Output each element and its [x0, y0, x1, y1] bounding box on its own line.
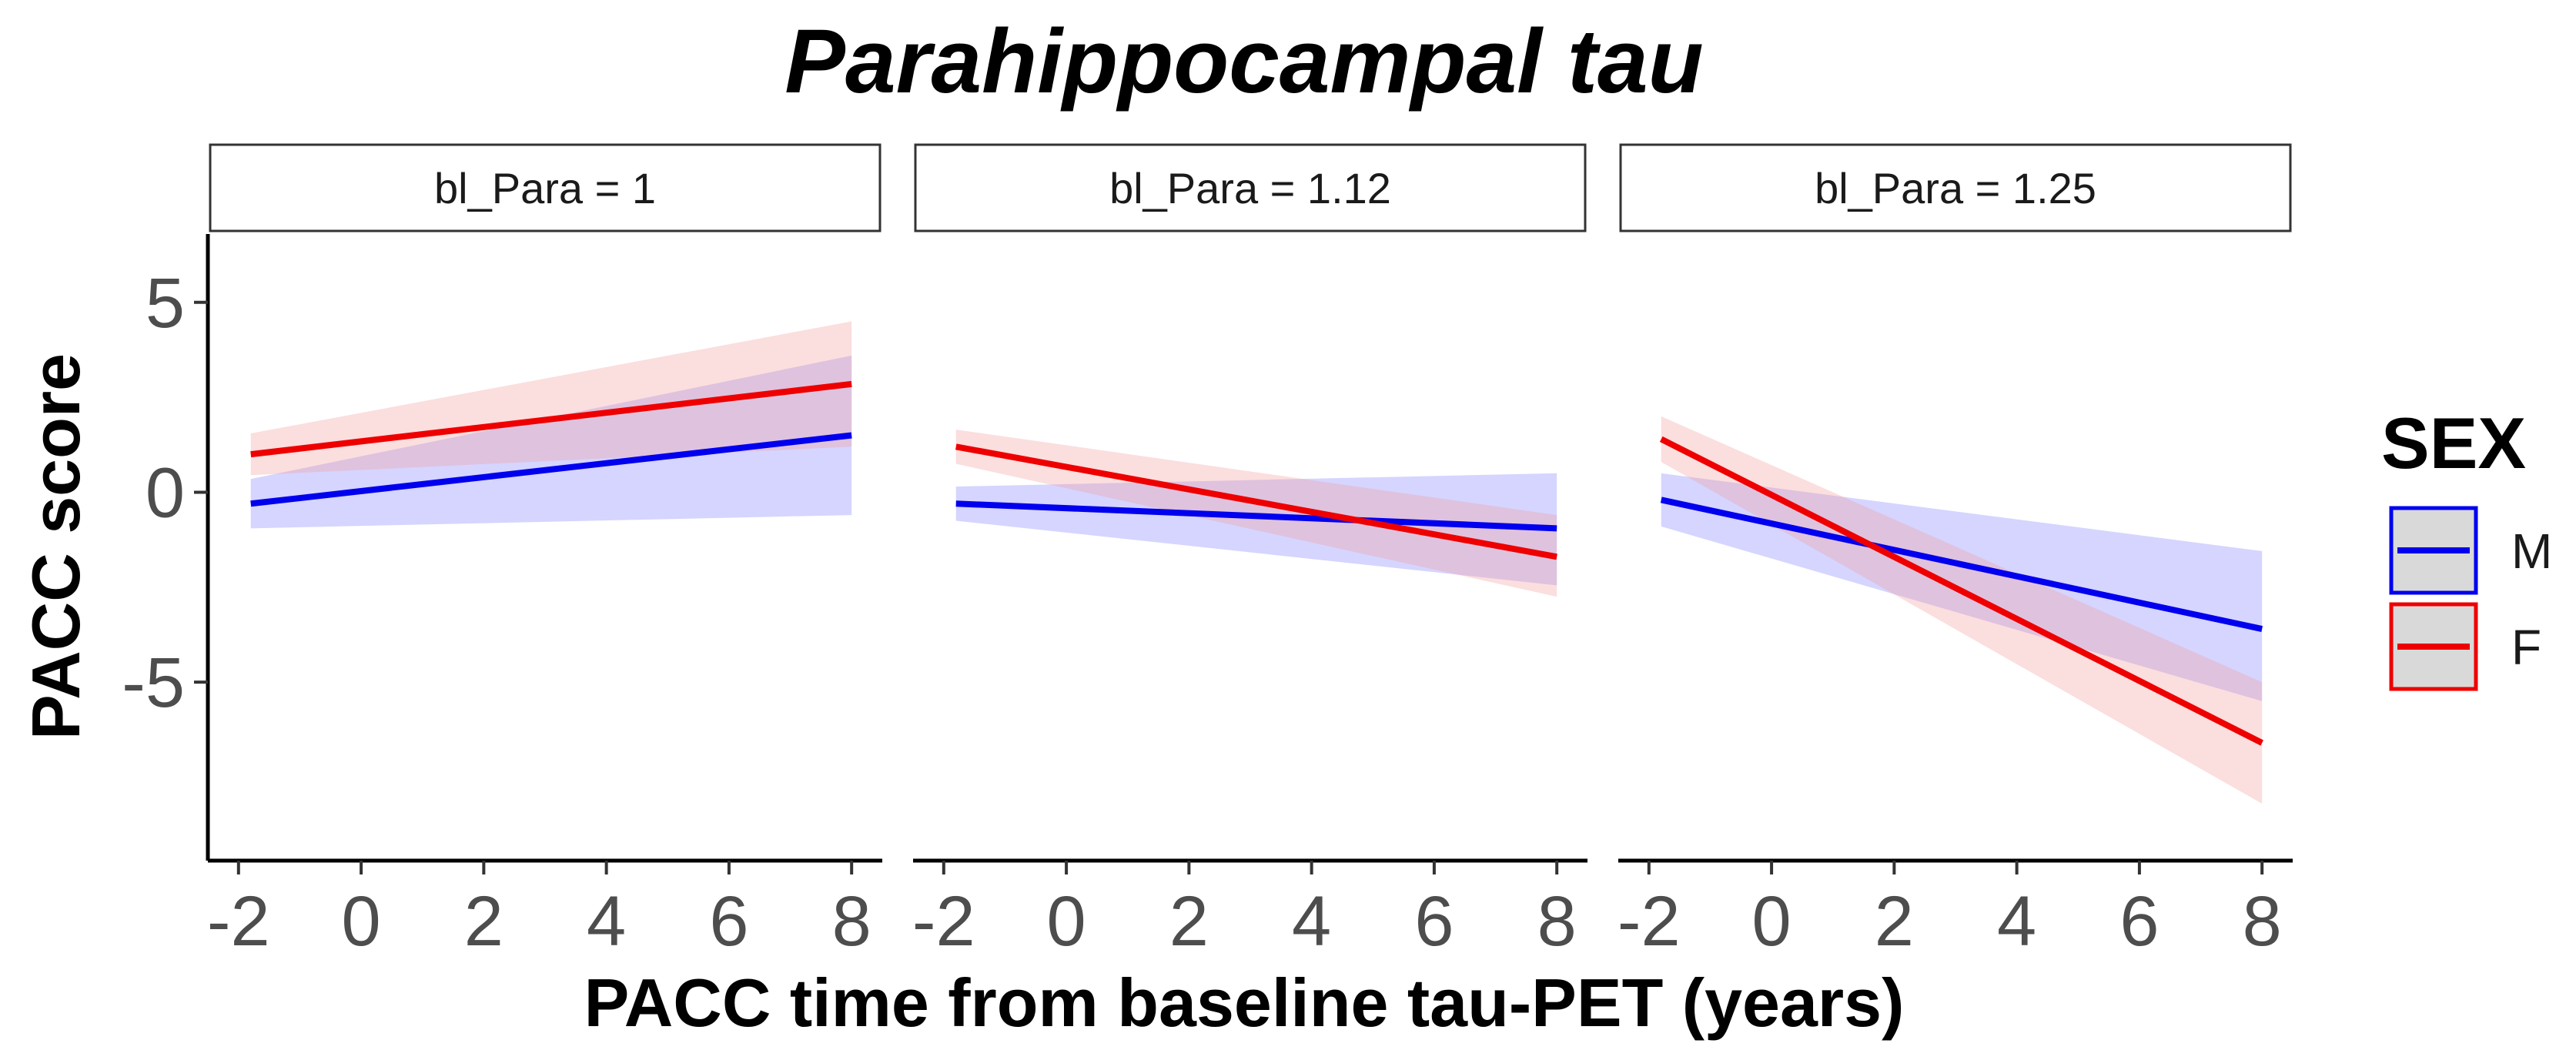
- x-tick-label: 2: [1169, 882, 1209, 961]
- y-tick-label: 0: [146, 453, 185, 532]
- x-tick-label: 8: [832, 882, 871, 961]
- panels: bl_Para = 1 bl_Para = 1.12 bl_Para = 1.25: [209, 143, 2292, 804]
- x-tick-label: 6: [709, 882, 748, 961]
- legend-label: F: [2511, 620, 2541, 675]
- legend-title: SEX: [2381, 403, 2526, 483]
- panel-3: bl_Para = 1.25: [1619, 143, 2292, 804]
- confidence-band-m: [955, 473, 1557, 586]
- x-tick-label: -2: [912, 882, 975, 961]
- chart-title: Parahippocampal tau: [785, 11, 1703, 112]
- strip-label: bl_Para = 1.25: [1815, 164, 2096, 212]
- series-line-m: [1660, 497, 2263, 632]
- legend-keys: MF: [2389, 506, 2552, 691]
- x-tick-label: 6: [2119, 882, 2159, 961]
- x-tick-label: -2: [207, 882, 270, 961]
- x-tick-label: 0: [342, 882, 381, 961]
- x-tick-label: 2: [1875, 882, 1914, 961]
- legend: SEX MF: [2381, 403, 2552, 691]
- x-axis-title: PACC time from baseline tau-PET (years): [584, 965, 1905, 1041]
- x-axis: -2 0 2 4 6 8 -2 0 2 4 6 8 -2 0 2 4 6 8: [207, 858, 2293, 961]
- legend-item-f: F: [2389, 602, 2541, 691]
- legend-item-m: M: [2389, 506, 2552, 595]
- x-tick-label: 4: [1997, 882, 2036, 961]
- strip-label: bl_Para = 1.12: [1109, 164, 1391, 212]
- series-line-f: [955, 443, 1557, 560]
- strip-box: [1619, 143, 2292, 232]
- x-tick-label: 0: [1752, 882, 1791, 961]
- series-line-f: [250, 380, 852, 458]
- series-line-m: [250, 432, 852, 507]
- x-tick-label: -2: [1618, 882, 1681, 961]
- series-line-m: [955, 500, 1557, 532]
- x-tick-label: 8: [1537, 882, 1577, 961]
- strip-box: [209, 143, 882, 232]
- strip-box: [914, 143, 1587, 232]
- y-tick-label: 5: [146, 264, 185, 343]
- x-tick-label: 4: [587, 882, 626, 961]
- x-tick-label: 2: [464, 882, 503, 961]
- y-tick-label: -5: [122, 644, 185, 722]
- x-tick-label: 4: [1292, 882, 1331, 961]
- x-tick-label: 8: [2243, 882, 2282, 961]
- legend-label: M: [2511, 523, 2552, 579]
- y-axis: 5 0 -5: [122, 234, 210, 861]
- panel-1: bl_Para = 1: [209, 143, 882, 529]
- panel-2: bl_Para = 1.12: [914, 143, 1587, 597]
- x-tick-label: 6: [1414, 882, 1454, 961]
- series-line-f: [1659, 436, 2263, 746]
- y-axis-title: PACC score: [18, 353, 94, 740]
- strip-label: bl_Para = 1: [434, 164, 656, 212]
- x-tick-label: 0: [1047, 882, 1086, 961]
